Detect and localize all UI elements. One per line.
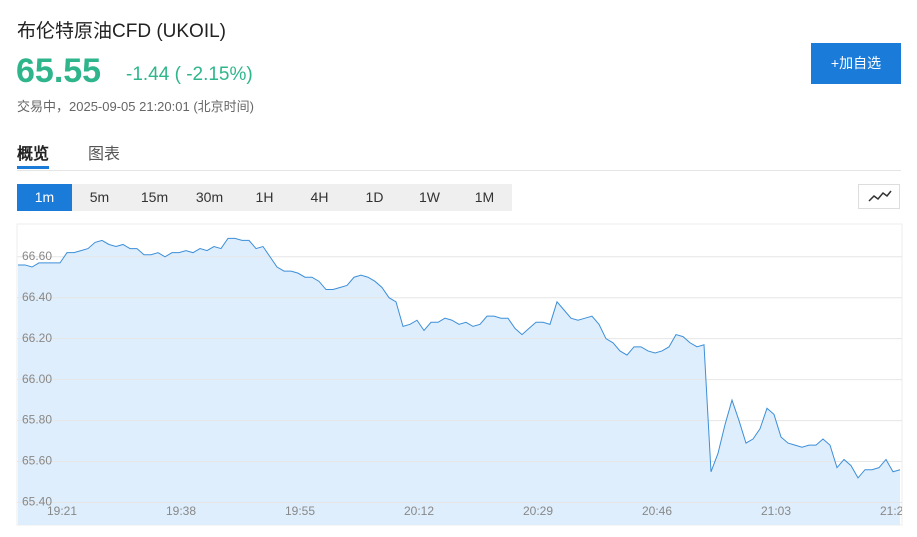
status: 交易中，2025-09-05 21:20:01 (北京时间) [17,99,254,114]
divider [17,170,901,171]
y-tick-label: 66.00 [22,372,52,386]
chart-type-button[interactable] [858,184,900,209]
y-tick-label: 66.40 [22,290,52,304]
area [18,238,900,525]
interval-button[interactable]: 1H [255,189,274,205]
x-tick-label: 19:38 [166,504,196,518]
x-tick-label: 19:21 [47,504,77,518]
x-tick-label: 21:03 [761,504,791,518]
y-tick-label: 66.60 [22,249,52,263]
interval-button[interactable]: 1M [474,189,495,205]
interval-button[interactable]: 1W [419,189,440,205]
tab-underline [17,166,49,169]
y-tick-label: 66.20 [22,331,52,345]
icon [868,190,892,202]
tab[interactable]: 图表 [88,146,121,163]
change: -1.44 ( -2.15%) [126,64,253,85]
x-tick-label: 20:46 [642,504,672,518]
y-tick-label: 65.60 [22,454,52,468]
price: 65.55 [16,52,102,90]
x-tick-label: 20:12 [404,504,434,518]
y-tick-label: 65.40 [22,495,52,509]
interval-bar: 1m 5m 15m 30m 1H 4H 1D 1W 1M [17,184,512,211]
line [18,237,901,479]
interval-button[interactable]: 4H [310,189,329,205]
interval-button[interactable]: 30m [195,189,224,205]
interval-button[interactable]: 1m [17,184,72,211]
interval-button[interactable]: 15m [140,189,169,205]
tab[interactable]: 概览 [17,146,50,163]
y-tick-label: 65.80 [22,413,52,427]
chart: 65.40 65.60 65.80 66.00 66.20 66.40 66.60 19:21… [16,223,910,526]
title: 布伦特原油CFD (UKOIL) [17,21,227,42]
interval-button[interactable]: 1D [365,189,384,205]
x-tick-label: 19:55 [285,504,315,518]
x-tick-label: 21:20 [880,504,910,518]
watchlist-button[interactable]: +加自选 [811,43,901,84]
x-tick-label: 20:29 [523,504,553,518]
interval-button[interactable]: 5m [89,189,110,205]
